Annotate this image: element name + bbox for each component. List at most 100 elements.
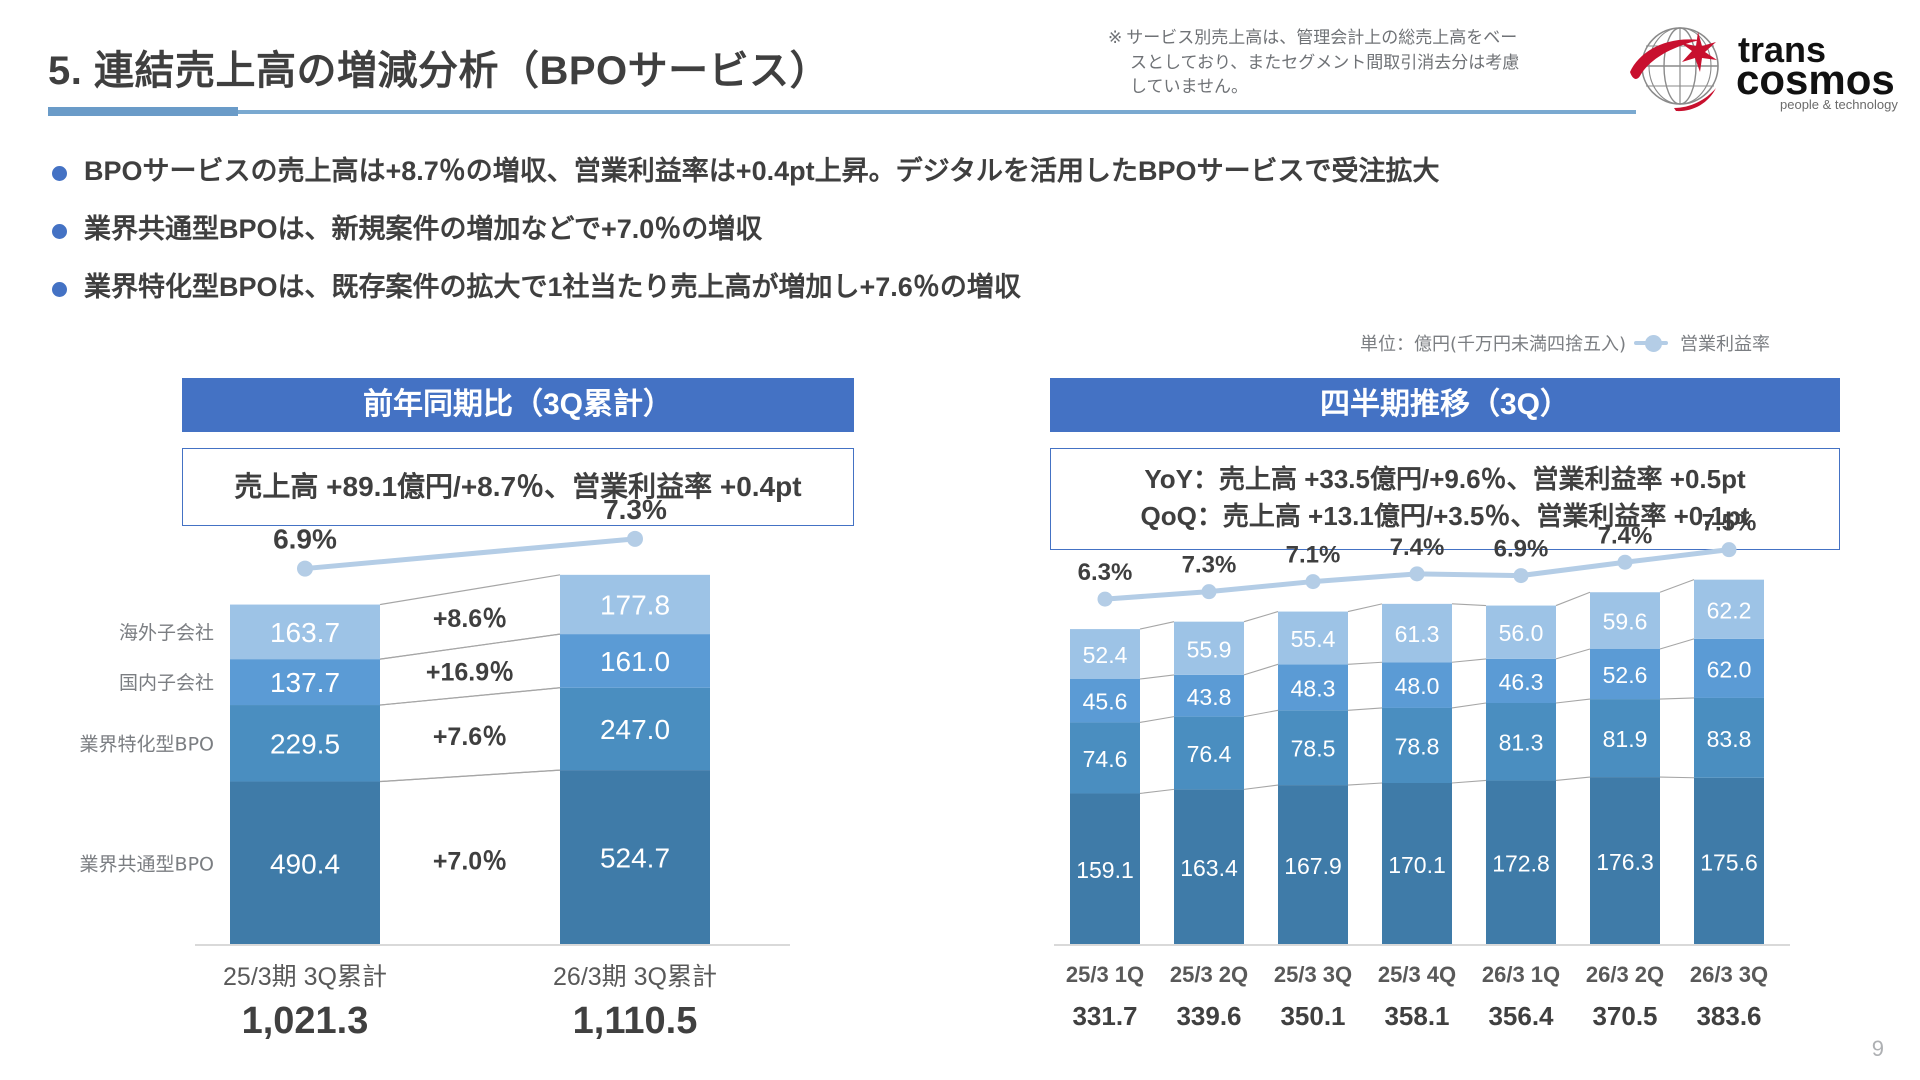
op-margin-label: 7.3%: [603, 494, 667, 525]
x-axis-label: 25/3 1Q: [1066, 962, 1144, 987]
op-margin-line: [302, 536, 638, 572]
bar-segment: [1486, 780, 1556, 945]
bar-segment: [560, 634, 710, 688]
x-axis-label: 26/3 1Q: [1482, 962, 1560, 987]
bar-value-label: 59.6: [1603, 609, 1648, 635]
op-margin-label: 6.3%: [1078, 559, 1133, 586]
op-margin-label: 6.9%: [273, 524, 337, 555]
op-margin-point: [1617, 554, 1633, 570]
bar-value-label: 74.6: [1083, 746, 1128, 772]
bar-segment: [1486, 605, 1556, 659]
bar-value-label: 81.9: [1603, 726, 1648, 752]
quarterly-stacked-bar-chart: 159.1 74.6 45.6 52.4 163.4 76.4 43.8 55.9 167.9 7…: [1048, 510, 1848, 1065]
bar-value-label: 159.1: [1076, 857, 1134, 883]
x-axis-label: 25/3期 3Q累計: [223, 963, 387, 991]
bar-segment: [1278, 664, 1348, 711]
x-axis-total: 1,021.3: [242, 1000, 369, 1042]
bar-value-label: 52.6: [1603, 662, 1648, 688]
header-note: ※ サービス別売上高は、管理会計上の総売上高をベー スとしており、またセグメント間…: [1108, 26, 1638, 100]
left-panel-heading: 前年同期比（3Q累計）: [182, 378, 854, 432]
note-line-1: サービス別売上高は、管理会計上の総売上高をベー: [1126, 28, 1518, 48]
op-margin-label: 6.9%: [1494, 536, 1549, 563]
right-panel-summary-yoy: YoY：売上高 +33.5億円/+9.6％、営業利益率 +0.5pt: [1144, 464, 1746, 494]
bar-segment: [1174, 716, 1244, 790]
bar-segment: [230, 705, 380, 782]
right-panel-heading: 四半期推移（3Q）: [1050, 378, 1840, 432]
bullet-item: BPOサービスの売上高は+8.7％の増収、営業利益率は+0.4pt上昇。デジタル…: [52, 155, 1652, 189]
x-axis-total: 339.6: [1176, 1001, 1241, 1031]
op-margin-point: [1305, 574, 1321, 590]
bar-value-label: 176.3: [1596, 849, 1654, 875]
bar-value-label: 48.0: [1395, 673, 1440, 699]
bar-segment: [1486, 703, 1556, 781]
bar-value-label: 163.4: [1180, 855, 1238, 881]
bar-segment: [1382, 662, 1452, 708]
right-panel-summary-qoq: QoQ：売上高 +13.1億円/+3.5％、営業利益率 +0.1pt: [1140, 500, 1750, 531]
bar-value-label: 48.3: [1291, 675, 1336, 701]
x-axis-total: 356.4: [1488, 1001, 1554, 1031]
note-line-2: スとしており、またセグメント間取引消去分は考慮: [1130, 52, 1520, 73]
unit-text: 単位：億円(千万円未満四捨五入): [1360, 334, 1627, 355]
x-axis-total: 383.6: [1696, 1001, 1761, 1031]
bullet-dot-icon: [52, 281, 67, 297]
bar-value-label: 55.4: [1291, 626, 1336, 652]
bar-segment: [1174, 621, 1244, 675]
bar-value-label: 61.3: [1395, 621, 1440, 647]
bar-segment: [230, 781, 380, 945]
growth-label: +7.0％: [433, 847, 507, 875]
bar-segment: [560, 770, 710, 945]
bar-value-label: 56.0: [1499, 620, 1544, 646]
bar-value-label: 167.9: [1284, 853, 1342, 879]
transcosmos-logo: trans cosmos people & technology: [1628, 16, 1900, 112]
page-title: 5. 連結売上高の増減分析（BPOサービス）: [48, 49, 831, 93]
bar-segment: [1070, 793, 1140, 945]
op-margin-point: [627, 530, 643, 547]
x-axis-total: 1,110.5: [573, 1000, 698, 1042]
growth-label: +16.9％: [426, 659, 514, 687]
bar-segment: [1590, 592, 1660, 649]
bar-value-label: 177.8: [600, 589, 670, 620]
bar-segment: [1278, 710, 1348, 786]
legend-line-marker-icon: [1634, 334, 1672, 352]
bar-value-label: 78.8: [1395, 733, 1440, 759]
red-swoosh-icon: [1630, 39, 1716, 112]
x-axis-total: 370.5: [1592, 1001, 1657, 1031]
legend-label: 営業利益率: [1680, 334, 1771, 355]
x-axis-total: 358.1: [1384, 1001, 1449, 1031]
op-margin-label: 7.1%: [1286, 542, 1341, 569]
bar-value-label: 161.0: [600, 646, 670, 677]
bar-segment: [1070, 629, 1140, 679]
bar-segment: [1486, 658, 1556, 703]
x-axis-label: 25/3 3Q: [1274, 962, 1352, 987]
bar-value-label: 46.3: [1499, 669, 1544, 695]
bar-value-label: 43.8: [1187, 684, 1232, 710]
page-number: 9: [1871, 1036, 1884, 1061]
bar-value-label: 175.6: [1700, 849, 1758, 875]
series-row-label: 国内子会社: [119, 672, 214, 694]
right-panel: 四半期推移（3Q） YoY：売上高 +33.5億円/+9.6％、営業利益率 +0…: [1050, 378, 1840, 550]
x-axis-label: 26/3 2Q: [1586, 962, 1664, 987]
bar-segment: [1070, 679, 1140, 723]
note-line-3: していません。: [1130, 77, 1248, 98]
bar-segment: [1382, 707, 1452, 783]
bar-value-label: 229.5: [270, 728, 340, 759]
bar-segment: [1070, 722, 1140, 794]
bar-segment: [1590, 649, 1660, 700]
bar-segment: [560, 687, 710, 771]
title-rule: [48, 110, 1636, 114]
op-margin-point: [1097, 591, 1113, 607]
bar-value-label: 45.6: [1083, 689, 1128, 715]
bar-value-label: 490.4: [270, 848, 340, 879]
x-axis-total: 350.1: [1280, 1001, 1345, 1031]
yoy-stacked-bar-chart: 490.4 229.5 137.7 163.7 524.7 247.0 161.0 177.8…: [80, 494, 890, 1065]
bullet-list: BPOサービスの売上高は+8.7％の増収、営業利益率は+0.4pt上昇。デジタル…: [52, 155, 1652, 328]
bar-segment: [1174, 674, 1244, 717]
bar-value-label: 76.4: [1187, 741, 1232, 767]
growth-label: +7.6％: [433, 723, 507, 751]
right-panel-summary: YoY：売上高 +33.5億円/+9.6％、営業利益率 +0.5pt QoQ：売…: [1050, 448, 1840, 550]
x-axis-label: 25/3 4Q: [1378, 962, 1456, 987]
x-axis-label: 26/3 3Q: [1690, 962, 1768, 987]
bar-segment: [230, 604, 380, 660]
bar-segment: [1694, 697, 1764, 778]
